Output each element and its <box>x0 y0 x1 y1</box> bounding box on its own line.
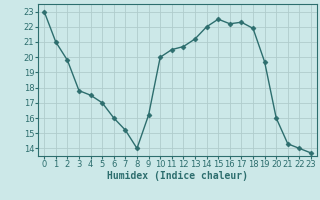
X-axis label: Humidex (Indice chaleur): Humidex (Indice chaleur) <box>107 171 248 181</box>
